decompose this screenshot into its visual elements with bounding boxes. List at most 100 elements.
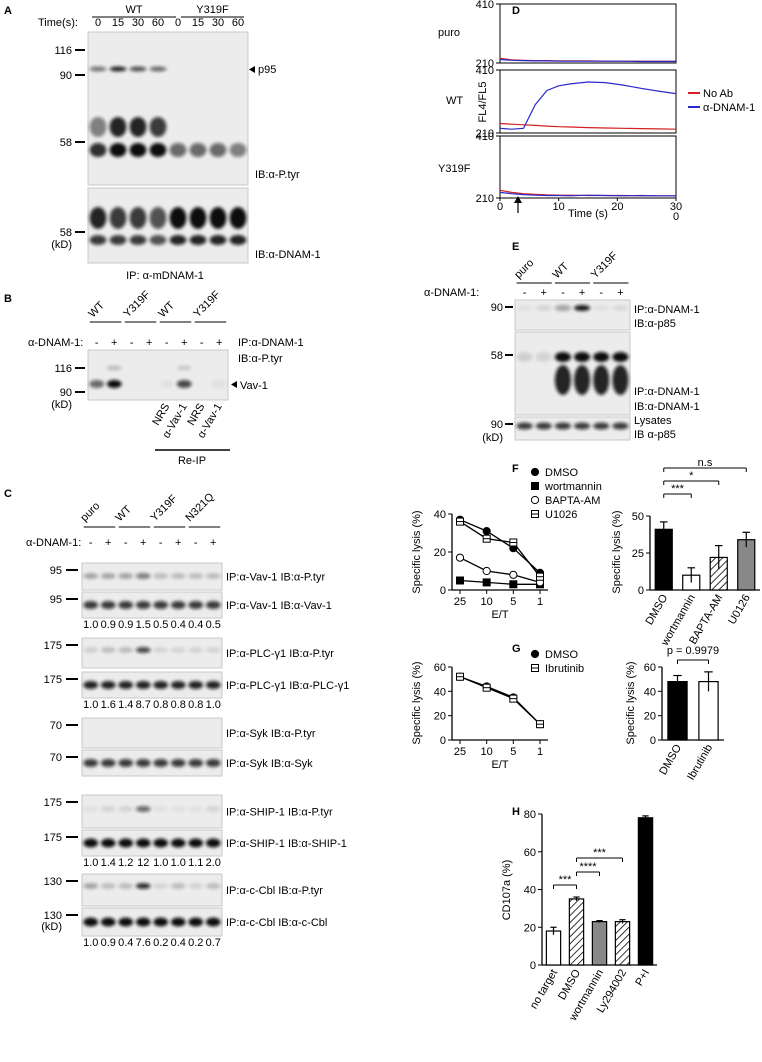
band	[100, 917, 116, 927]
band	[170, 601, 186, 609]
band	[205, 838, 221, 848]
blot	[81, 794, 223, 829]
mw-label: 58	[491, 350, 503, 362]
blot	[81, 873, 223, 907]
band	[135, 681, 151, 689]
band	[149, 207, 167, 229]
band	[83, 917, 99, 927]
band	[229, 207, 247, 229]
ip-ib-label: IP:α-PLC-γ1 IB:α-P.tyr	[226, 648, 334, 660]
y-axis-label: Specific lysis (%)	[625, 661, 637, 744]
band	[135, 883, 151, 889]
band	[153, 838, 169, 848]
group-label: puro	[512, 257, 536, 281]
band	[118, 838, 134, 848]
legend-label: wortmannin	[544, 481, 602, 493]
band	[205, 806, 221, 812]
band	[188, 759, 204, 767]
mw-label: 70	[50, 720, 62, 732]
quantification: 1.0	[206, 699, 221, 711]
band	[169, 143, 187, 157]
mw-label: 90	[60, 70, 72, 82]
ip-ib-label: IP:α-Vav-1 IB:α-P.tyr	[226, 572, 325, 584]
bar	[568, 898, 585, 966]
band	[574, 305, 591, 311]
quantification: 0.4	[171, 619, 186, 631]
band	[135, 917, 151, 927]
mw-label: 90	[491, 302, 503, 314]
quantification: 1.4	[118, 699, 133, 711]
series-line	[459, 579, 540, 585]
band	[170, 759, 186, 767]
y-tick-label: 20	[434, 547, 446, 559]
group-label: Y319F	[148, 493, 180, 525]
band	[229, 143, 247, 157]
band	[118, 573, 134, 579]
x-tick-label: 10	[553, 201, 565, 213]
series-line	[459, 557, 541, 584]
significance-label: p = 0.9979	[667, 645, 719, 657]
ip-ib-label: IP:α-Syk IB:α-P.tyr	[226, 728, 316, 740]
sign: +	[181, 337, 187, 349]
band	[109, 235, 127, 245]
treatment-label: α-DNAM-1:	[424, 287, 479, 299]
series-line	[499, 58, 676, 63]
band-label: p95	[258, 64, 276, 76]
band	[205, 883, 221, 889]
band	[189, 207, 207, 229]
significance-label: *	[689, 470, 694, 482]
legend-label: DMSO	[545, 649, 578, 661]
band	[211, 380, 227, 388]
y-tick-label: 210	[476, 58, 494, 70]
quantification: 2.0	[206, 857, 221, 869]
mw-unit: (kD)	[51, 399, 72, 411]
quantification: 1.0	[83, 699, 98, 711]
series-line	[459, 676, 541, 725]
bar	[545, 930, 562, 966]
data-point	[509, 580, 518, 589]
band	[205, 601, 221, 609]
band	[89, 207, 107, 229]
band-label: Vav-1	[240, 380, 268, 392]
mw-label: 175	[44, 797, 62, 809]
band	[118, 759, 134, 767]
y-tick-label: 0	[530, 960, 536, 972]
band	[593, 365, 610, 395]
band	[83, 759, 99, 767]
band	[118, 681, 134, 689]
band	[83, 601, 99, 609]
band	[593, 305, 610, 311]
sign: -	[130, 337, 134, 349]
ip-label: IP:α-DNAM-1	[238, 337, 304, 349]
time-point: 60	[232, 17, 244, 29]
band	[535, 422, 552, 430]
band	[189, 143, 207, 157]
band	[135, 601, 151, 609]
treatment-label: α-DNAM-1:	[28, 337, 83, 349]
band	[170, 917, 186, 927]
mw-label: 58	[60, 227, 72, 239]
band	[100, 601, 116, 609]
sign: -	[124, 537, 128, 549]
significance-label: ***	[559, 874, 573, 886]
band	[205, 681, 221, 689]
x-tick-label-wrap: 0	[673, 211, 679, 223]
series-line	[499, 122, 677, 130]
sign: -	[194, 537, 198, 549]
series-line	[459, 676, 541, 725]
y-tick-label: 410	[476, 0, 494, 11]
y-tick-label: 0	[440, 585, 446, 597]
blot	[514, 331, 631, 416]
mw-label: 116	[54, 363, 72, 375]
mw-label: 175	[44, 832, 62, 844]
x-tick-label: 5	[510, 746, 516, 758]
quantification: 0.4	[188, 619, 203, 631]
mw-label: 130	[44, 910, 62, 922]
ip-ib-label: IP:α-SHIP-1 IB:α-SHIP-1	[226, 838, 347, 850]
bar	[667, 680, 688, 741]
x-tick-label: 25	[454, 596, 466, 608]
mw-label: 95	[50, 594, 62, 606]
significance-label: ***	[593, 847, 607, 859]
time-point: 15	[112, 17, 124, 29]
x-axis-label: E/T	[491, 609, 508, 621]
